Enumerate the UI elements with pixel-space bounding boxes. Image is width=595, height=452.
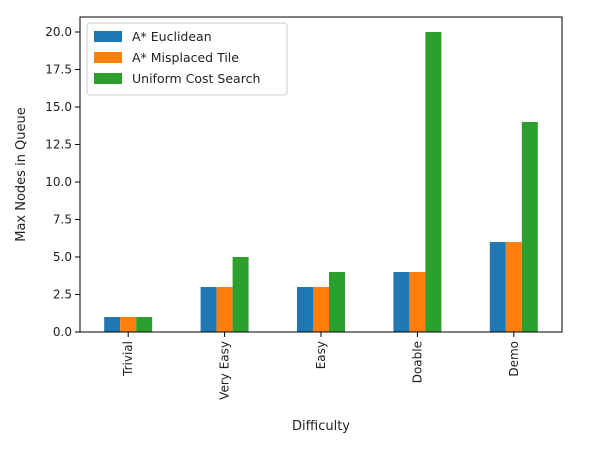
bar-a-euclidean-easy xyxy=(297,287,313,332)
bar-uniform-cost-search-doable xyxy=(425,32,442,332)
legend: A* Euclidean A* Misplaced Tile Uniform Cos… xyxy=(86,22,288,96)
y-axis-label: Max Nodes in Queue xyxy=(14,107,29,242)
y-tick-label: 20.0 xyxy=(45,25,72,39)
x-tick-label: Demo xyxy=(507,341,521,377)
x-axis-label: Difficulty xyxy=(292,419,350,434)
bar-uniform-cost-search-very-easy xyxy=(232,257,249,332)
bar-a-misplaced-tile-doable xyxy=(409,272,426,332)
x-tick-label: Easy xyxy=(314,341,328,369)
bar-a-euclidean-very-easy xyxy=(200,287,217,332)
bar-a-misplaced-tile-very-easy xyxy=(216,287,233,332)
bar-a-euclidean-trivial xyxy=(104,317,121,332)
y-tick-label: 2.5 xyxy=(53,288,72,302)
legend-label: A* Euclidean xyxy=(132,29,212,44)
legend-frame xyxy=(86,22,288,96)
x-tick-label: Trivial xyxy=(121,341,135,377)
legend-swatch xyxy=(94,31,122,42)
y-tick-label: 5.0 xyxy=(53,250,72,264)
bar-a-euclidean-doable xyxy=(393,272,410,332)
bar-uniform-cost-search-demo xyxy=(521,122,538,332)
legend-swatch xyxy=(94,52,122,63)
bars-group xyxy=(104,32,538,332)
y-tick-label: 10.0 xyxy=(45,175,72,189)
x-tick-label: Very Easy xyxy=(218,341,232,400)
bar-a-misplaced-tile-demo xyxy=(505,242,522,332)
y-axis-ticks: 0.0 2.5 5.0 7.5 10.0 12.5 15.0 17.5 20.0 xyxy=(45,25,80,339)
legend-label: A* Misplaced Tile xyxy=(132,50,239,65)
y-tick-label: 7.5 xyxy=(53,213,72,227)
plot-frame xyxy=(79,16,563,333)
y-tick-label: 12.5 xyxy=(45,138,72,152)
y-tick-label: 0.0 xyxy=(53,325,72,339)
bar-uniform-cost-search-easy xyxy=(329,272,345,332)
bar-a-euclidean-demo xyxy=(489,242,506,332)
y-tick-label: 17.5 xyxy=(45,63,72,77)
legend-label: Uniform Cost Search xyxy=(132,71,260,86)
x-axis-ticks: Trivial Very Easy Easy Doable Demo xyxy=(121,332,521,400)
y-tick-label: 15.0 xyxy=(45,100,72,114)
legend-swatch xyxy=(94,73,122,84)
x-tick-label: Doable xyxy=(410,341,424,383)
bar-a-misplaced-tile-easy xyxy=(313,287,329,332)
bar-uniform-cost-search-trivial xyxy=(136,317,153,332)
bar-a-misplaced-tile-trivial xyxy=(120,317,137,332)
